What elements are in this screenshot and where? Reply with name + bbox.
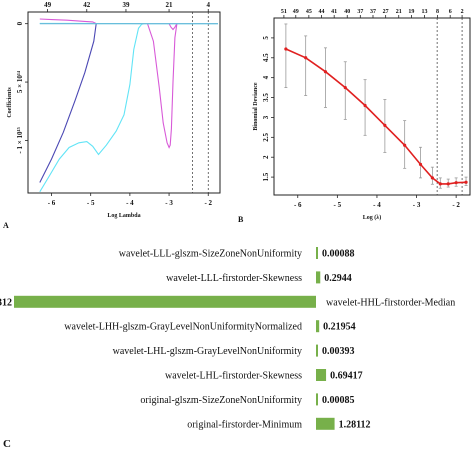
- top-tick-label: 41: [331, 9, 337, 15]
- feature-name-label: wavelet-LHL-firstorder-Skewness: [165, 371, 302, 382]
- top-tick-label: 37: [370, 9, 376, 15]
- x-tick-label: - 6: [48, 199, 56, 207]
- y-tick-label: 2.5: [262, 132, 270, 141]
- coefficient-bar: [316, 247, 318, 259]
- y-tick-label: 5 × 10¹⁴: [16, 70, 24, 93]
- feature-name-label: wavelet-LHL-glszm-GrayLevelNonUniformity: [113, 346, 302, 357]
- top-tick-label: 27: [383, 9, 389, 15]
- coefficient-bar: [316, 417, 335, 430]
- feature-name-label: wavelet-LLL-glszm-SizeZoneNonUniformity: [119, 249, 302, 260]
- panel-label-c: C: [3, 438, 11, 450]
- coefficient-value-label: 0.00393: [322, 346, 355, 357]
- feature-coefficient-bar-chart: wavelet-LLL-glszm-SizeZoneNonUniformity 0…: [0, 247, 455, 430]
- feature-name-label: original-firstorder-Minimum: [187, 419, 302, 430]
- coefficient-path-line: [39, 23, 144, 193]
- top-tick-label: 37: [357, 9, 363, 15]
- top-tick-label: 6: [449, 9, 452, 15]
- coefficient-path-line: [39, 18, 97, 25]
- coefficient-path-line: [168, 23, 178, 31]
- coefficient-value-label: 0.21954: [323, 322, 356, 333]
- coefficient-bar: [316, 271, 321, 284]
- panel-label-b: B: [238, 215, 244, 224]
- y-tick-label: 4: [262, 75, 270, 79]
- coefficient-bar: [14, 295, 316, 308]
- y-tick-label: - 1 × 10¹⁵: [16, 127, 24, 153]
- coefficient-bar: [316, 344, 318, 357]
- coefficient-path-line: [146, 23, 178, 149]
- feature-name-label: wavelet-LHH-glszm-GrayLevelNonUniformity…: [64, 322, 302, 333]
- x-tick-label: - 5: [87, 199, 95, 207]
- y-axis-label: Binomial Deviance: [253, 82, 259, 131]
- top-tick-label: 21: [166, 1, 174, 9]
- y-tick-label: 5: [262, 36, 270, 40]
- x-tick-label: - 4: [373, 201, 381, 209]
- x-tick-label: - 6: [294, 201, 302, 209]
- top-tick-label: 42: [83, 1, 91, 9]
- y-axis-label: Coefficients: [7, 87, 13, 118]
- top-tick-label: 4: [206, 1, 210, 9]
- x-tick-label: - 3: [165, 199, 173, 207]
- top-tick-label: 49: [293, 9, 299, 15]
- x-tick-label: - 4: [126, 199, 134, 207]
- y-tick-label: 0: [16, 21, 24, 25]
- lasso-coefficient-chart: - 6 - 5 - 4 - 3 - 2 0 5 × 10¹⁴ - 1 × 10¹⁵ 49 42 39…: [7, 1, 221, 219]
- y-tick-label: 1.5: [262, 172, 270, 181]
- coefficient-bar: [316, 393, 318, 406]
- coefficient-bar: [316, 369, 327, 381]
- coefficient-value-label: 0.69417: [330, 371, 363, 382]
- top-tick-label: 51: [281, 9, 287, 15]
- plot-frame: [273, 17, 471, 196]
- top-tick-label: 45: [306, 9, 312, 15]
- top-tick-label: 39: [122, 1, 130, 9]
- coefficient-value-label: 0.00085: [322, 395, 355, 406]
- top-tick-label: 19: [408, 9, 414, 15]
- top-tick-label: 2: [461, 9, 464, 15]
- top-tick-label: 21: [396, 9, 402, 15]
- y-tick-label: 3: [262, 115, 270, 119]
- x-tick-label: - 5: [334, 201, 342, 209]
- top-tick-label: 49: [44, 1, 52, 9]
- coefficient-bar: [316, 320, 320, 333]
- x-tick-label: - 2: [452, 201, 460, 209]
- top-tick-label: 13: [421, 9, 427, 15]
- coefficient-value-label: - 25.07312: [0, 297, 12, 308]
- plot-frame: [27, 11, 221, 194]
- top-tick-label: 40: [344, 9, 350, 15]
- binomial-deviance-chart: - 6 - 5 - 4 - 3 - 2 1.5 2 2.5 3 3.5 4 4.5 5 51 49 45 44 4…: [253, 9, 471, 221]
- y-tick-label: 3.5: [262, 93, 270, 102]
- feature-name-label: wavelet-HHL-firstorder-Median: [326, 297, 455, 308]
- coefficient-value-label: 0.00088: [322, 249, 355, 260]
- coefficient-value-label: 0.2944: [324, 273, 352, 284]
- x-axis-label: Log Lambda: [107, 213, 140, 219]
- top-tick-label: 44: [319, 9, 325, 15]
- deviance-curve: [285, 48, 467, 185]
- coefficient-path-line: [39, 23, 97, 183]
- feature-name-label: wavelet-LLL-firstorder-Skewness: [166, 273, 302, 284]
- x-tick-label: - 2: [204, 199, 212, 207]
- panel-label-a: A: [3, 221, 9, 230]
- y-tick-label: 4.5: [262, 53, 270, 62]
- x-tick-label: - 3: [413, 201, 421, 209]
- y-tick-label: 2: [262, 155, 270, 159]
- feature-name-label: original-glszm-SizeZoneNonUniformity: [140, 395, 302, 406]
- x-axis-label: Log (λ): [363, 214, 381, 221]
- top-tick-label: 8: [436, 9, 439, 15]
- coefficient-value-label: 1.28112: [339, 419, 371, 430]
